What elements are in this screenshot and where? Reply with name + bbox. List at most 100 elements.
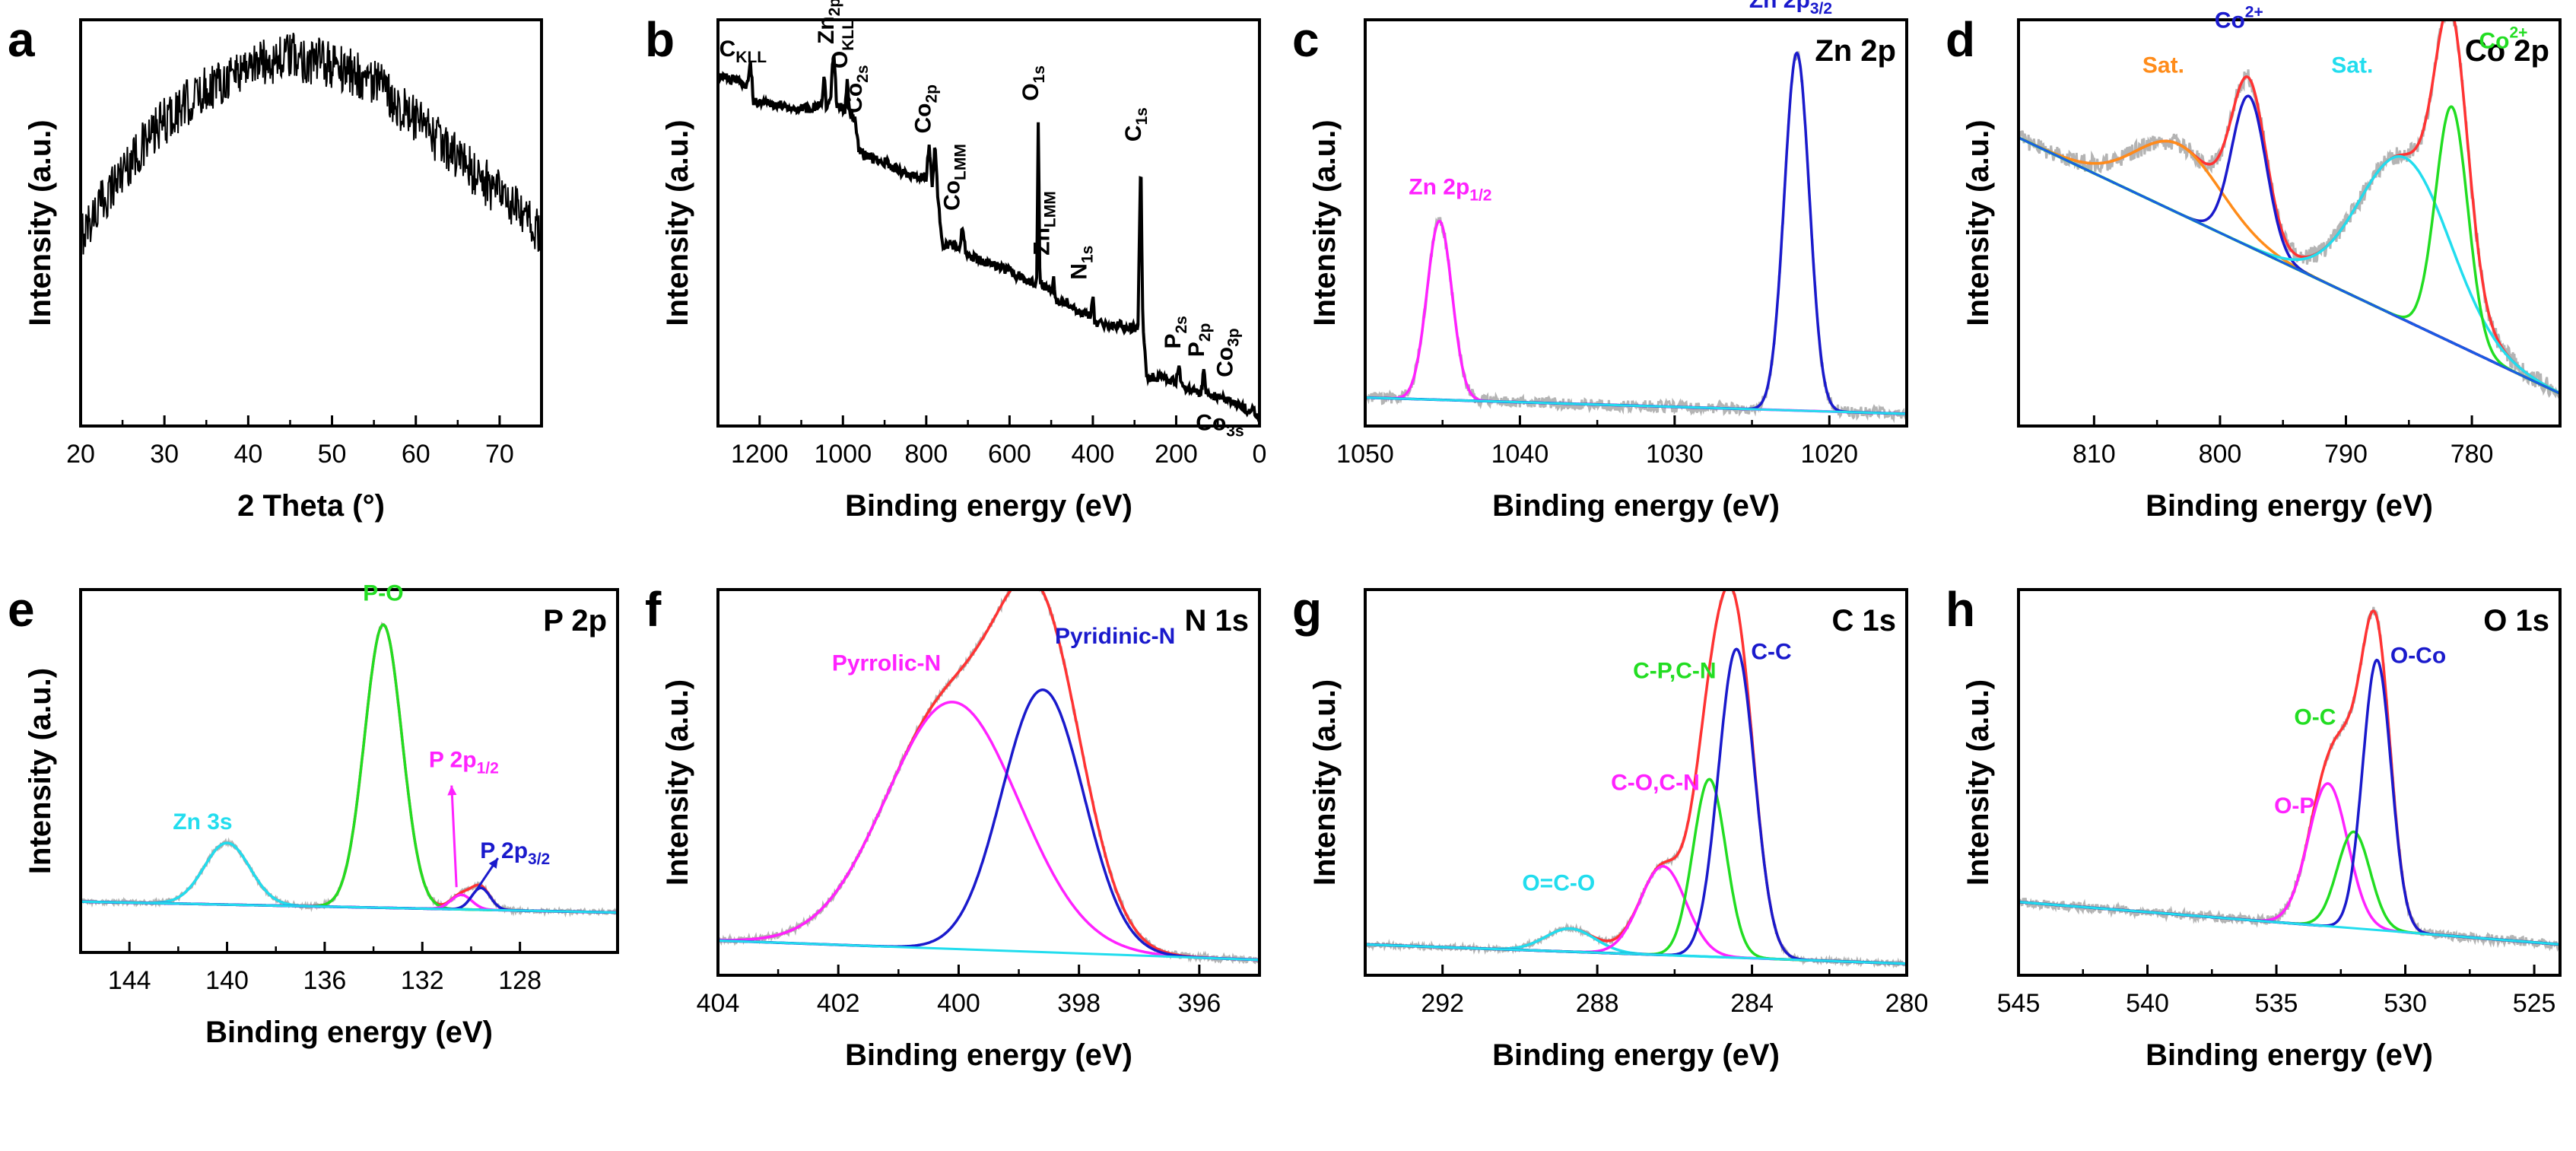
component-f-0	[718, 701, 1259, 962]
y-axis-label-e: Intensity (a.u.)	[24, 668, 57, 874]
x-tick-label: 545	[1997, 989, 2041, 1018]
x-tick-label: 535	[2255, 989, 2298, 1018]
panel-title-h: O 1s	[2483, 604, 2549, 638]
raw-spectrum-h	[2019, 606, 2560, 952]
x-tick-label: 780	[2451, 440, 2494, 469]
component-c-1	[1365, 51, 1907, 415]
axes-frame-a	[79, 18, 543, 428]
x-axis-label-b: Binding energy (eV)	[845, 489, 1132, 523]
x-tick-label: 398	[1057, 989, 1101, 1018]
x-tick-label: 1000	[814, 440, 872, 469]
arrow-p2p12	[450, 785, 458, 888]
y-axis-label-f: Intensity (a.u.)	[661, 679, 694, 886]
component-e-1	[81, 623, 618, 914]
x-tick-label: 800	[2199, 440, 2242, 469]
baseline-h	[2019, 901, 2560, 946]
peak-label-b-9: C1s	[1121, 107, 1151, 141]
panel-title-e: P 2p	[543, 604, 607, 638]
x-tick-label: 60	[402, 440, 430, 469]
peak-label-b-1: Zn2p	[814, 0, 843, 44]
x-tick-label: 1020	[1800, 440, 1858, 469]
component-h-1	[2019, 830, 2560, 946]
x-tick-label: 530	[2384, 989, 2427, 1018]
peak-label-d-2: Sat.	[2331, 52, 2373, 78]
peak-label-c-0: Zn 2p1/2	[1409, 175, 1491, 205]
x-tick-label: 1040	[1491, 440, 1549, 469]
x-tick-label: 144	[108, 966, 151, 995]
y-axis-label-g: Intensity (a.u.)	[1308, 679, 1342, 886]
x-tick-label: 50	[318, 440, 347, 469]
peak-label-f-0: Pyrrolic-N	[832, 650, 941, 676]
axes-frame-g	[1364, 588, 1908, 977]
peak-label-d-3: Co2+	[2479, 24, 2528, 53]
panel-c: 1050 1040 1030 1020 c Zn 2p Binding energy (eV…	[1292, 0, 1908, 523]
panel-letter-g: g	[1292, 582, 1322, 637]
y-axis-label-b: Intensity (a.u.)	[661, 119, 694, 326]
panel-letter-h: h	[1945, 582, 1975, 637]
baseline-e	[81, 900, 618, 914]
x-tick-label: 20	[66, 440, 95, 469]
peak-label-b-12: Co3p	[1212, 328, 1242, 377]
baseline-f	[718, 939, 1259, 962]
x-tick-label: 280	[1885, 989, 1929, 1018]
axes-frame-e	[79, 588, 619, 954]
envelope-fit-f	[718, 590, 1259, 962]
panel-a: 20 30 40 50 60 70 a 2 Theta (°) Intensity (a.u.)	[8, 12, 543, 523]
peak-label-b-7: ZnLMM	[1029, 191, 1059, 255]
y-axis-label-c: Intensity (a.u.)	[1308, 119, 1342, 326]
envelope-fit-h	[2019, 609, 2560, 946]
x-tick-label: 30	[150, 440, 179, 469]
x-tick-label: 284	[1730, 989, 1774, 1018]
raw-spectrum-f	[718, 590, 1259, 965]
peak-label-h-0: O-P	[2274, 793, 2314, 819]
peak-label-g-0: O=C-O	[1522, 870, 1595, 895]
y-axis-label-d: Intensity (a.u.)	[1961, 119, 1995, 326]
x-tick-label: 140	[205, 966, 249, 995]
axes-frame-h	[2017, 588, 2562, 977]
x-axis-label-f: Binding energy (eV)	[845, 1038, 1132, 1072]
x-tick-label: 1030	[1646, 440, 1704, 469]
panel-letter-d: d	[1945, 12, 1975, 67]
plot-area-a	[81, 33, 542, 255]
panel-title-c: Zn 2p	[1815, 34, 1896, 68]
peak-label-b-11: P2p	[1184, 323, 1214, 358]
component-g-3	[1365, 647, 1907, 965]
panel-letter-e: e	[8, 582, 35, 637]
panel-h: 545 540 535 530 525 h O 1s Binding energy (eV) I…	[1945, 582, 2562, 1072]
raw-spectrum-c	[1365, 51, 1907, 424]
x-tick-label: 40	[233, 440, 262, 469]
series-line-b	[718, 56, 1259, 422]
component-g-2	[1365, 777, 1907, 965]
axes-frame-d	[2017, 18, 2562, 428]
x-tick-label: 288	[1576, 989, 1619, 1018]
component-f-1	[718, 688, 1259, 962]
peak-label-h-1: O-C	[2294, 704, 2336, 730]
x-tick-label: 800	[904, 440, 948, 469]
x-tick-label: 132	[401, 966, 444, 995]
peak-label-b-6: O1s	[1018, 65, 1048, 101]
panel-b: 1200 1000 800 600 400 200 0 b Binding energy (eV…	[645, 0, 1266, 523]
baseline-g	[1365, 943, 1907, 965]
x-tick-label: 402	[817, 989, 860, 1018]
axes-frame-b	[716, 18, 1261, 428]
envelope-fit-e	[81, 623, 618, 914]
peak-label-b-4: Co2p	[910, 84, 940, 134]
x-axis-label-g: Binding energy (eV)	[1492, 1038, 1780, 1072]
baseline-c	[1365, 396, 1907, 415]
peak-label-e-0: Zn 3s	[173, 809, 232, 835]
series-line-a	[81, 33, 542, 255]
arrow-p2p32-head	[488, 857, 498, 869]
raw-spectrum-e	[81, 622, 618, 918]
axes-frame-f	[716, 588, 1261, 977]
panel-e: 144 140 136 132 128 e P 2p Binding energy (eV) I…	[8, 580, 619, 1049]
x-tick-label: 396	[1178, 989, 1221, 1018]
peak-label-b-0: CKLL	[719, 37, 767, 66]
x-tick-label: 400	[937, 989, 980, 1018]
x-axis-label-a: 2 Theta (°)	[237, 489, 385, 523]
x-tick-label: 525	[2513, 989, 2556, 1018]
x-tick-label: 292	[1421, 989, 1464, 1018]
panel-title-g: C 1s	[1832, 604, 1897, 638]
peak-label-b-8: N1s	[1067, 246, 1097, 280]
x-axis-label-h: Binding energy (eV)	[2146, 1038, 2433, 1072]
x-axis-label-d: Binding energy (eV)	[2146, 489, 2433, 523]
